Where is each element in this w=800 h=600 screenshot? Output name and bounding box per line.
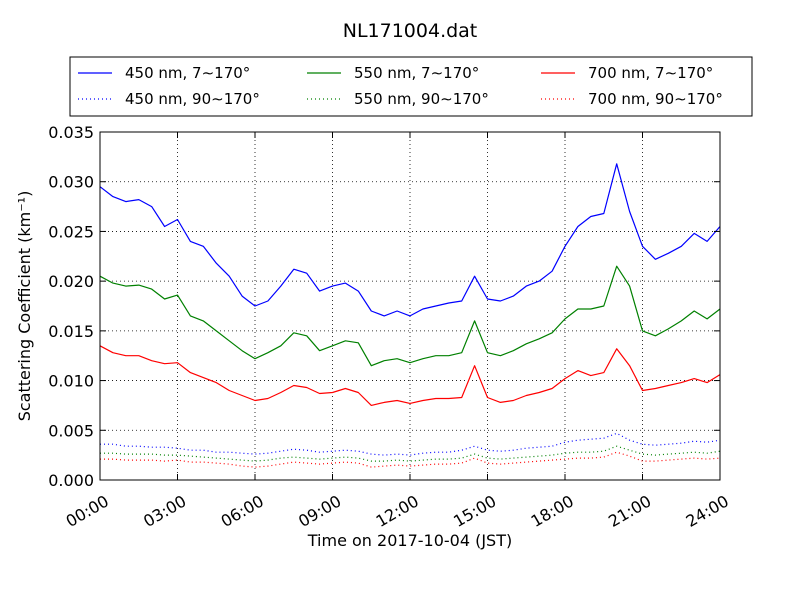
series-line-0: [99, 163, 721, 317]
legend-label: 550 nm, 7∼170°: [354, 64, 479, 82]
legend-label: 450 nm, 7∼170°: [125, 64, 250, 82]
legend-label: 700 nm, 90∼170°: [588, 90, 723, 108]
chart-title: NL171004.dat: [343, 20, 478, 42]
legend-label: 550 nm, 90∼170°: [354, 90, 489, 108]
y-tick-label: 0.025: [48, 222, 94, 241]
legend-box: [69, 56, 753, 117]
series-line-1: [99, 265, 721, 367]
series-lines: [99, 163, 721, 468]
y-axis-label: Scattering Coefficient (km⁻¹): [15, 191, 34, 422]
legend-label: 450 nm, 90∼170°: [125, 90, 260, 108]
legend-entries: 450 nm, 7∼170° 550 nm, 7∼170° 700 nm, 7∼17…: [78, 64, 723, 108]
y-tick-label: 0.030: [48, 173, 94, 192]
legend: 450 nm, 7∼170° 550 nm, 7∼170° 700 nm, 7∼17…: [69, 56, 753, 117]
grid-lines: [100, 132, 720, 480]
legend-label: 700 nm, 7∼170°: [588, 64, 713, 82]
x-axis-label: Time on 2017-10-04 (JST): [307, 531, 512, 550]
y-tick-label: 0.005: [48, 421, 94, 440]
y-tick-label: 0.000: [48, 471, 94, 490]
y-tick-label: 0.035: [48, 123, 94, 142]
series-line-2: [99, 345, 721, 406]
y-tick-label: 0.020: [48, 272, 94, 291]
axis-ticks: [99, 131, 721, 481]
y-tick-label: 0.015: [48, 322, 94, 341]
series-line-4: [100, 445, 721, 462]
y-tick-label: 0.010: [48, 372, 94, 391]
y-tick-labels: 0.000 0.005 0.010 0.015 0.020 0.025 0.030 0.035: [48, 123, 94, 490]
